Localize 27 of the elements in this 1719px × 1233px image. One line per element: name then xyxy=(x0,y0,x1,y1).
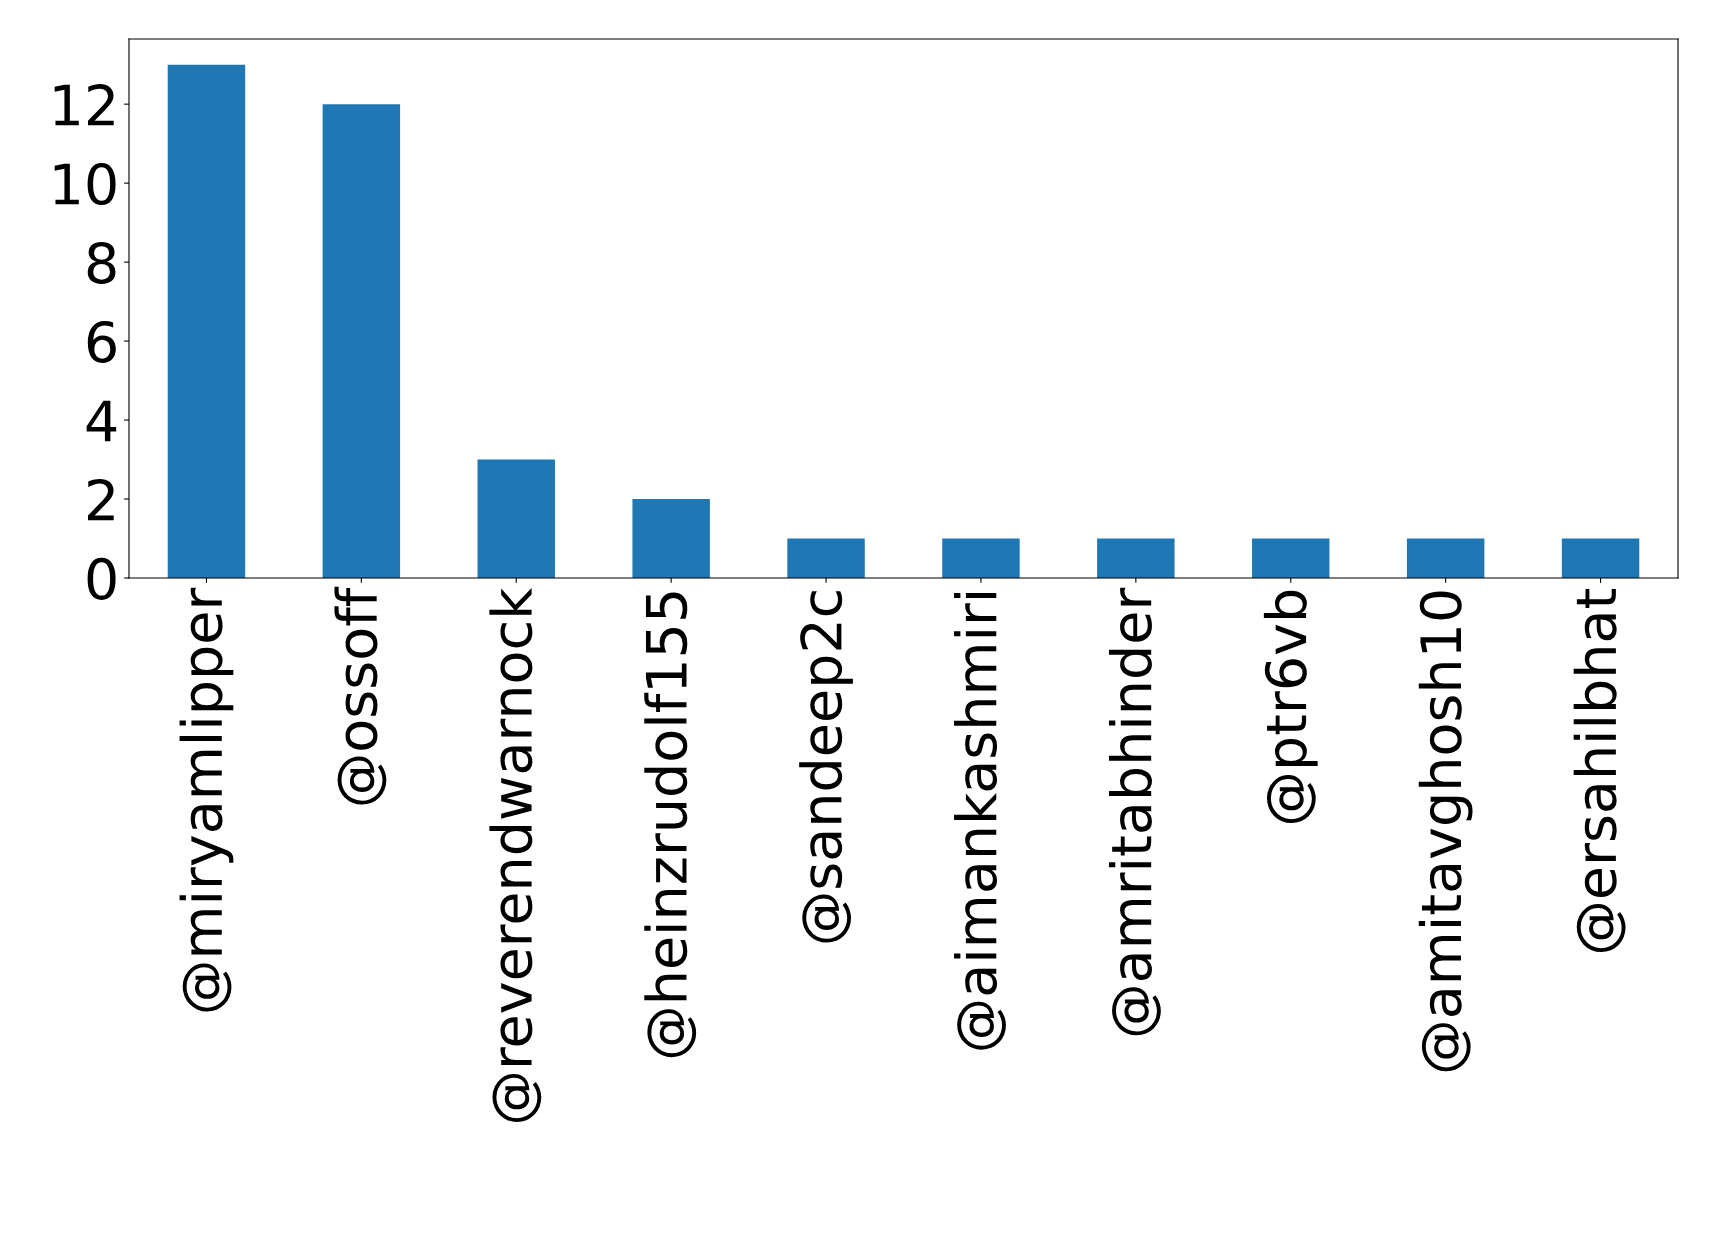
x-tick-label: @ossoff xyxy=(334,586,387,805)
x-tick-label: @heinzrudolf155 xyxy=(644,592,697,1058)
x-tick-label: @ersahilbhat xyxy=(1573,589,1626,952)
x-tick-label: @amitavghosh10 xyxy=(1418,591,1473,1072)
bar xyxy=(167,64,246,578)
x-tick-label: @aimankashmiri xyxy=(954,592,1006,1050)
y-tick-label: 0 xyxy=(87,557,116,600)
x-tick-label: @reverendwarnock xyxy=(489,587,542,1122)
bar xyxy=(477,459,555,578)
y-tick-label: 10 xyxy=(54,163,116,206)
bar xyxy=(942,538,1020,578)
bar xyxy=(787,538,865,578)
y-tick-label: 4 xyxy=(86,400,117,442)
bar xyxy=(1252,538,1330,578)
bar xyxy=(1561,538,1640,578)
x-tick-label: @ptr6vb xyxy=(1263,590,1318,823)
y-tick-label: 2 xyxy=(88,478,114,521)
bar xyxy=(1097,538,1175,578)
x-tick-label: @sandeep2c xyxy=(799,591,853,943)
bar xyxy=(322,104,401,578)
bar xyxy=(1406,538,1485,578)
y-tick-label: 6 xyxy=(87,320,116,363)
bar xyxy=(632,499,710,578)
x-tick-label: @amritabhinder xyxy=(1108,587,1161,1036)
x-tick-label: @miryamlipper xyxy=(179,587,234,1012)
y-tick-label: 8 xyxy=(87,241,116,284)
y-tick-label: 12 xyxy=(54,84,114,126)
